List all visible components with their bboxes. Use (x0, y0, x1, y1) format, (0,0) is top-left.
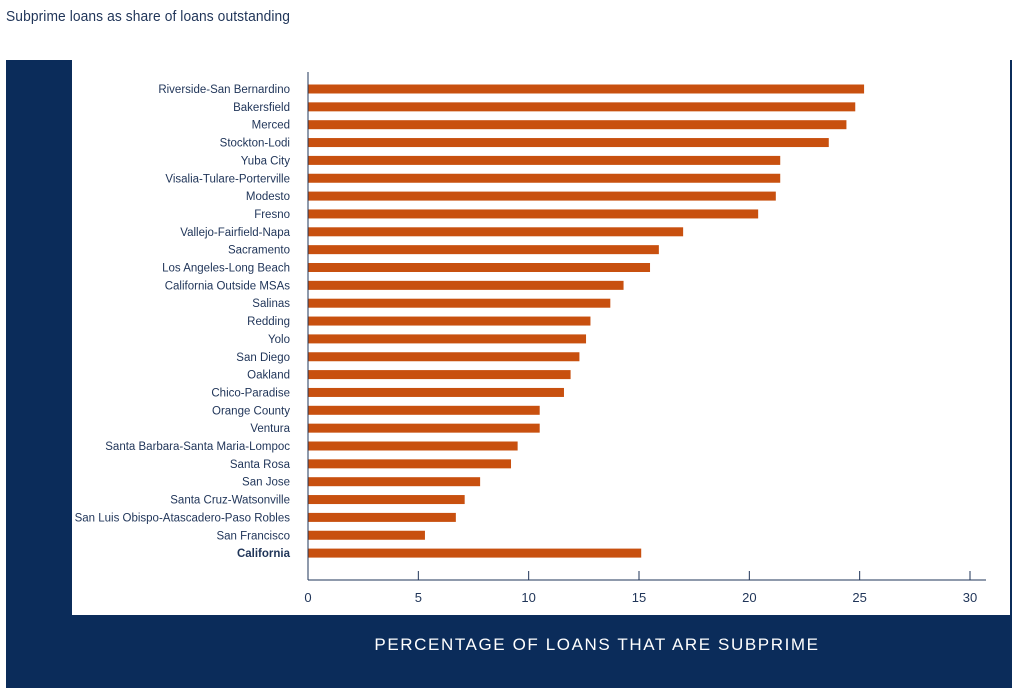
category-label: Oakland (247, 370, 290, 382)
category-label: Salinas (252, 298, 290, 310)
bar-santa-cruz-watsonville (308, 495, 465, 505)
category-label: Modesto (246, 191, 290, 203)
category-label: San Diego (236, 352, 290, 364)
category-label: Redding (247, 316, 290, 328)
bar-visalia-tulare-porterville (308, 173, 781, 183)
bar-santa-rosa (308, 459, 512, 469)
bar-riverside-san-bernardino (308, 84, 865, 94)
bar-los-angeles-long-beach (308, 263, 651, 272)
category-label: Vallejo-Fairfield-Napa (180, 227, 290, 239)
bar-vallejo-fairfield-napa (308, 227, 684, 237)
category-label: Chico-Paradise (211, 387, 290, 399)
bars-group (308, 84, 865, 558)
x-tick-label: 20 (742, 590, 756, 605)
bar-santa-barbara-santa-maria-lompoc (308, 441, 518, 451)
bar-yuba-city (308, 155, 781, 165)
category-label: Yolo (268, 334, 290, 346)
x-tick-label: 25 (852, 590, 866, 605)
category-label: Riverside-San Bernardino (158, 84, 290, 96)
x-axis-title: PERCENTAGE OF LOANS THAT ARE SUBPRIME (374, 635, 820, 654)
x-tick-label: 0 (304, 590, 311, 605)
category-label: Orange County (212, 405, 290, 417)
page-title: Subprime loans as share of loans outstan… (6, 8, 291, 25)
bar-yolo (308, 334, 587, 344)
bar-merced (308, 120, 847, 130)
category-label: Santa Barbara-Santa Maria-Lompoc (105, 441, 290, 453)
category-label: California (237, 548, 291, 560)
bar-redding (308, 316, 591, 326)
category-label: Merced (252, 120, 290, 132)
bar-oakland (308, 370, 571, 380)
bar-california-outside-msas (308, 280, 624, 290)
x-tick-label: 10 (521, 590, 535, 605)
category-label: California Outside MSAs (165, 280, 291, 292)
bar-fresno (308, 209, 759, 219)
x-tick-label: 15 (632, 590, 646, 605)
bar-san-francisco (308, 530, 425, 540)
category-label: Yuba City (241, 155, 290, 167)
x-tick-label: 30 (963, 590, 977, 605)
category-label: Sacramento (228, 245, 290, 257)
bar-san-jose (308, 477, 481, 487)
category-label: Fresno (254, 209, 290, 221)
bar-ventura (308, 423, 540, 433)
bar-stockton-lodi (308, 138, 829, 148)
bar-salinas (308, 298, 611, 308)
bar-san-luis-obispo-atascadero-paso-robles (308, 512, 456, 522)
bar-orange-county (308, 405, 540, 415)
category-label: Santa Cruz-Watsonville (170, 495, 290, 507)
category-label: San Luis Obispo-Atascadero-Paso Robles (75, 512, 291, 524)
category-label: San Jose (242, 477, 290, 489)
category-label: Santa Rosa (230, 459, 291, 471)
x-tick-label: 5 (415, 590, 422, 605)
category-label: Ventura (250, 423, 290, 435)
category-label: San Francisco (216, 530, 290, 542)
category-label: Los Angeles-Long Beach (162, 263, 290, 275)
category-labels-group: Riverside-San Bernardino Bakersfield Merce… (75, 84, 291, 560)
bar-bakersfield (308, 102, 856, 112)
axes-group (307, 72, 986, 581)
tick-labels-group: 0 5 10 15 20 25 30 (304, 590, 977, 605)
bar-modesto (308, 191, 776, 201)
category-label: Visalia-Tulare-Porterville (165, 173, 290, 185)
bar-san-diego (308, 352, 580, 362)
bar-california (308, 548, 642, 558)
category-label: Bakersfield (233, 102, 290, 114)
category-label: Stockton-Lodi (220, 138, 290, 150)
bar-chico-paradise (308, 387, 564, 397)
bar-sacramento (308, 245, 659, 255)
